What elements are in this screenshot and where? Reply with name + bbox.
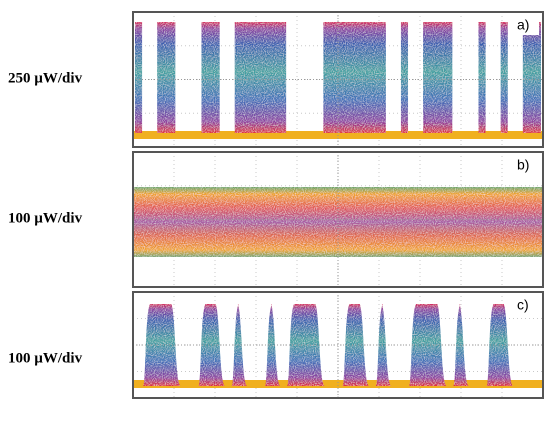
on-pulse [135,22,143,133]
on-pulse [231,304,247,386]
scope-panel: c) [132,291,544,399]
on-pulse [287,304,325,386]
panel-frame [132,11,544,148]
scale-label: 100 µW/div [8,350,83,366]
panel-frame [132,151,544,288]
on-pulse [234,22,287,133]
on-pulse [423,22,453,133]
panel-tag: b) [517,157,529,173]
on-pulse [478,22,486,133]
labels: 250 µW/div 100 µW/div 100 µW/div [8,70,83,366]
on-pulse [264,304,281,386]
scope-panel: b) [132,151,544,288]
tag-bg [513,17,539,35]
scope-panel: a) [132,11,544,148]
tag-bg [513,157,539,175]
trace-area [133,12,543,147]
on-pulse [400,22,409,133]
on-pulse [143,304,181,386]
off-level [133,380,543,388]
on-pulse [375,304,391,386]
trace-area [133,292,543,398]
panel-tag: a) [517,17,529,33]
on-pulse [500,22,508,133]
tag-bg [513,297,539,315]
panel-frame [132,291,544,399]
on-pulse [323,22,386,133]
on-pulse [157,22,176,133]
trace-area [133,152,543,287]
panel-tag: c) [517,297,529,313]
on-pulse [201,22,220,133]
scale-label: 250 µW/div [8,70,83,86]
on-pulse [522,22,541,133]
scale-label: 100 µW/div [8,210,83,226]
